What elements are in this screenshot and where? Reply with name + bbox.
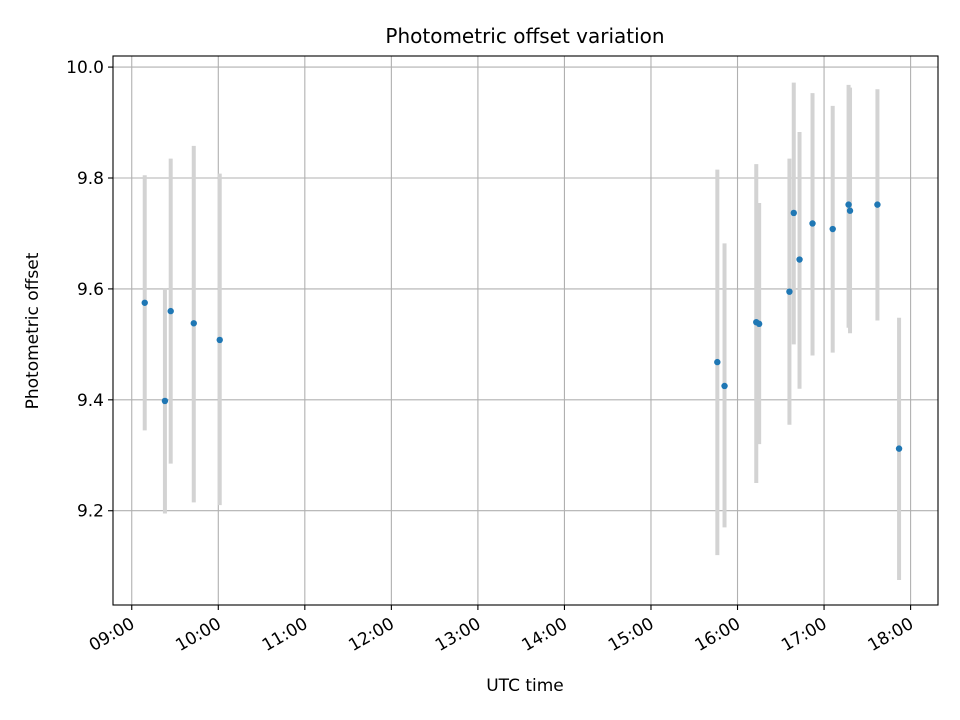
data-points (141, 201, 903, 452)
chart-title: Photometric offset variation (385, 24, 664, 48)
data-point (755, 320, 763, 328)
plot-frame (112, 55, 939, 606)
y-tick-label: 9.6 (77, 280, 104, 300)
y-tick-label: 9.2 (77, 502, 104, 522)
y-axis-ticks: 9.2 9.4 9.6 9.8 10.0 (66, 58, 113, 522)
data-point (714, 358, 721, 366)
x-axis-title: UTC time (486, 676, 564, 696)
data-point (790, 209, 797, 217)
data-point (809, 220, 816, 227)
data-point (190, 320, 197, 327)
y-tick-label: 9.4 (77, 391, 104, 411)
data-point (721, 382, 728, 390)
y-axis-title: Photometric offset (23, 252, 43, 409)
data-point (846, 207, 854, 214)
data-point (161, 397, 169, 405)
data-point (829, 225, 836, 233)
data-point (845, 201, 852, 208)
data-point (874, 201, 881, 208)
data-point (895, 445, 903, 452)
data-point (796, 256, 803, 263)
y-tick-label: 10.0 (66, 58, 104, 78)
data-point (216, 336, 223, 344)
data-point (167, 307, 174, 315)
y-tick-label: 9.8 (77, 169, 104, 189)
data-point (141, 299, 148, 306)
grid-lines (113, 56, 938, 605)
data-point (786, 288, 793, 295)
